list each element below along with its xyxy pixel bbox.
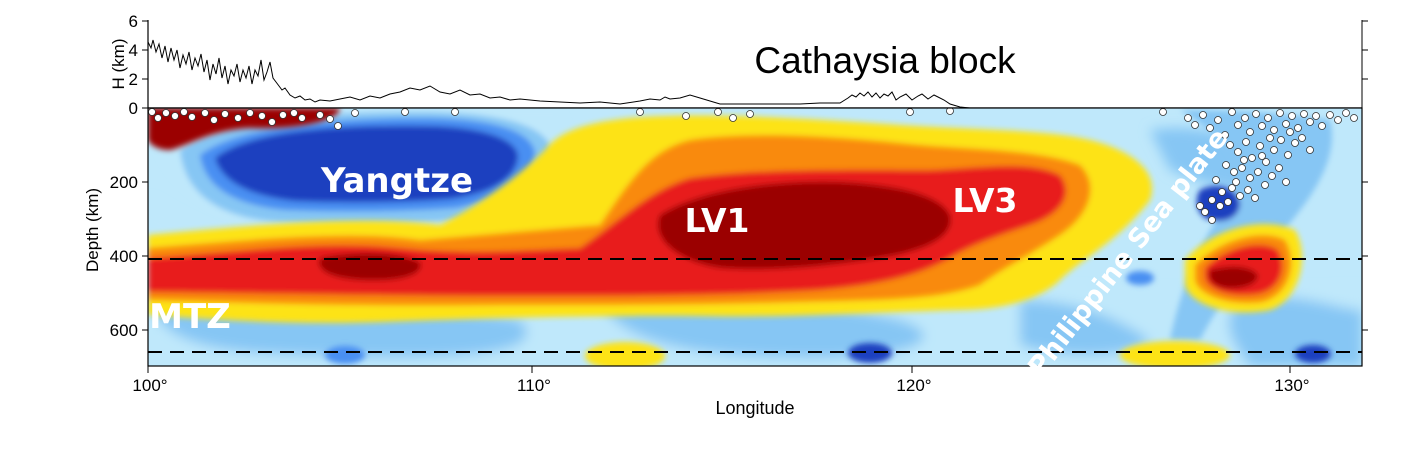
topo-ticks [142,20,1368,109]
topo-tick-2: 2 [129,70,138,89]
topo-tick-4: 4 [129,41,138,60]
longitude-ticks [147,366,1291,373]
depth-tick-200: 200 [110,173,138,192]
earthquake-markers [148,108,1358,224]
mtz-label: MTZ [149,297,231,337]
topo-axis-label: H (km) [109,39,128,90]
east-lv-anomaly [1185,224,1302,313]
lv1-label: LV1 [685,201,750,240]
section-axes [147,107,1363,367]
depth-ticks [142,181,1368,331]
lon-tick-130: 130° [1274,376,1309,395]
lon-tick-110: 110° [517,376,551,395]
topo-tick-0: 0 [129,99,138,118]
shallow-low-velocity [148,108,340,150]
x-axis-label: Longitude [715,398,794,418]
depth-tick-400: 400 [110,247,138,266]
topography-line [147,39,971,109]
low-velocity-band [148,115,1152,323]
lon-tick-120: 120° [896,376,931,395]
yangtze-label: Yangtze [320,161,473,201]
yangtze-anomaly [150,110,571,240]
figure-title: Cathaysia block [754,40,1016,81]
deep-patches [325,271,1331,366]
depth-axis-label: Depth (km) [83,188,102,272]
lon-tick-100: 100° [132,376,167,395]
lv3-label: LV3 [953,181,1018,220]
tomography-section [148,108,1362,366]
topo-tick-6: 6 [129,12,138,31]
depth-tick-600: 600 [110,321,138,340]
topography-panel: 6 4 2 0 H (km) Cathaysia block [109,12,1368,118]
